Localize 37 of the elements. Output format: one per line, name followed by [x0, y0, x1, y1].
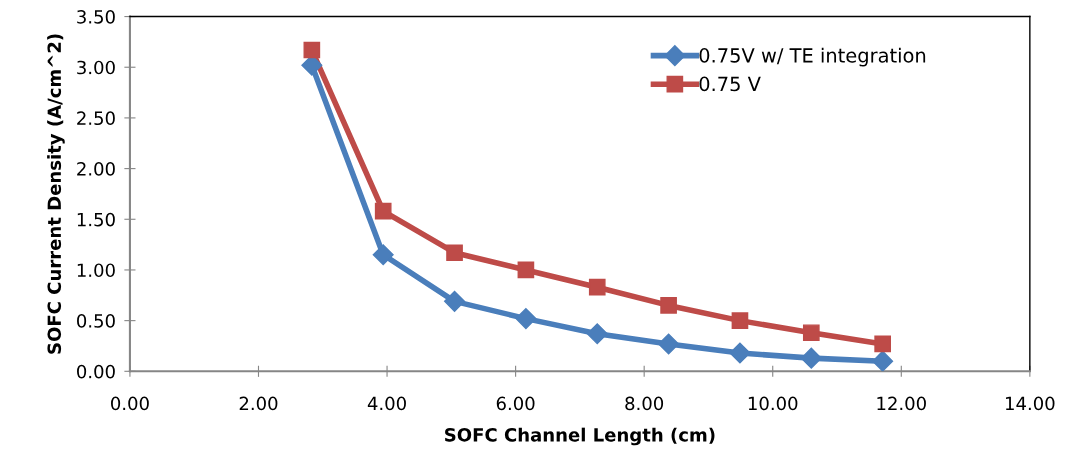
point [303, 41, 321, 59]
legend-label: 0.75V w/ TE integration [699, 47, 926, 67]
legend-label: 0.75 V [699, 76, 761, 92]
x-tick-label: 10.00 [748, 396, 798, 411]
point [802, 324, 820, 342]
y-tick-label: 2.50 [77, 111, 115, 126]
point [800, 347, 822, 369]
x-tick-label: 0.00 [111, 396, 149, 411]
point [586, 323, 608, 345]
x-tick-label: 6.00 [496, 396, 535, 411]
point [729, 342, 751, 364]
x-tick-label: 12.00 [877, 396, 926, 411]
point [588, 278, 606, 296]
y-tick-label: 1.00 [77, 263, 115, 278]
point [446, 244, 463, 262]
point [731, 312, 749, 329]
y-tick-label: 3.00 [77, 60, 115, 75]
x-tick-label: 14.00 [1005, 396, 1055, 411]
x-tick-label: 8.00 [625, 396, 664, 411]
point [515, 308, 537, 330]
y-tick-label: 0.50 [77, 314, 115, 328]
y-tick-label: 2.00 [77, 162, 115, 176]
y-tick-label: 1.50 [77, 212, 115, 227]
point [658, 333, 680, 355]
point [372, 244, 394, 266]
y-tick-label: 0.00 [77, 364, 115, 379]
y-tick-label: 3.50 [77, 10, 115, 24]
y-axis-title: SOFC Current Density (A/cm^2) [47, 34, 65, 354]
point [517, 261, 535, 279]
point [874, 335, 891, 353]
x-tick-label: 2.00 [239, 396, 278, 411]
point [444, 290, 466, 312]
point [660, 297, 677, 314]
point [374, 202, 392, 220]
x-axis-title: SOFC Channel Length (cm) [445, 427, 715, 446]
point [872, 350, 894, 372]
x-tick-label: 4.00 [367, 396, 406, 411]
